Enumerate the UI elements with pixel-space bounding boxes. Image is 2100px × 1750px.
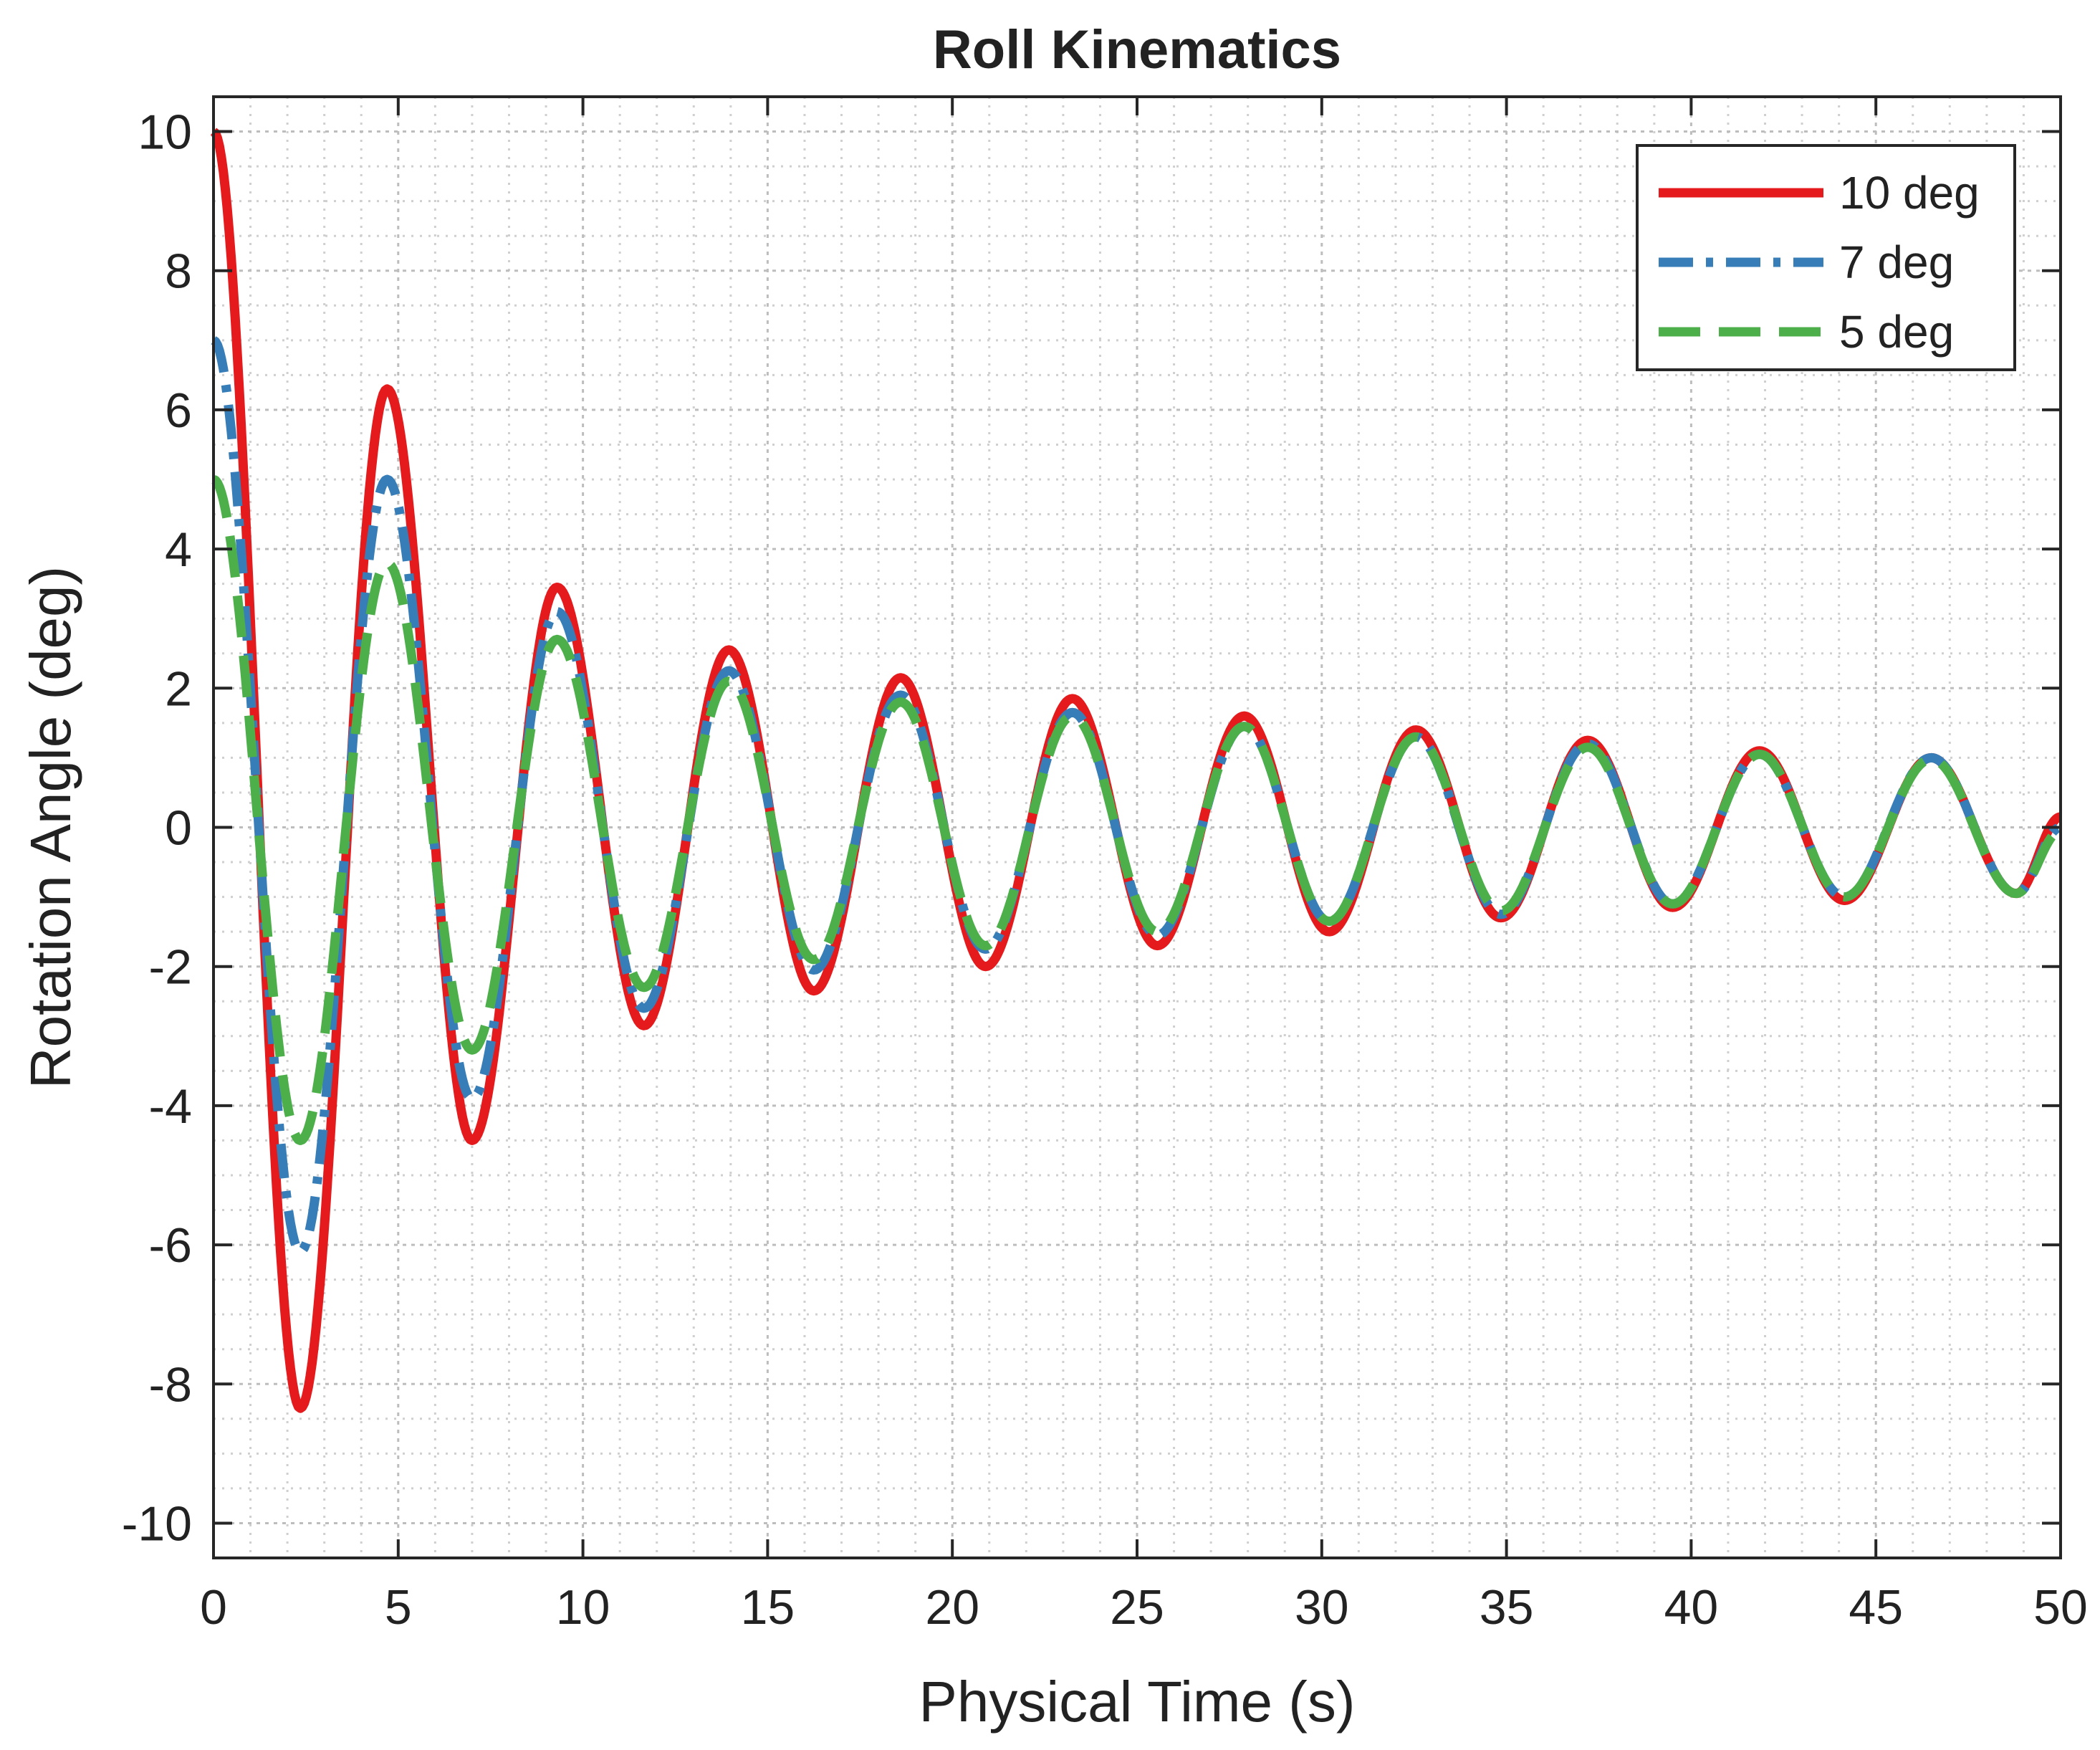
chart-title: Roll Kinematics [933, 19, 1341, 80]
y-tick-label: 8 [165, 244, 192, 299]
y-tick-label: 2 [165, 661, 192, 716]
x-tick-label: 20 [925, 1580, 979, 1635]
x-tick-label: 15 [741, 1580, 795, 1635]
y-tick-label: -6 [149, 1218, 192, 1273]
legend-label-2: 5 deg [1839, 306, 1954, 358]
y-tick-labels: 10 8 6 4 2 0 -2 -4 -6 -8 -10 [122, 105, 192, 1551]
legend-items: 10 deg 7 deg 5 deg [1659, 167, 1980, 358]
x-tick-label: 40 [1664, 1580, 1719, 1635]
y-tick-label: -8 [149, 1357, 192, 1412]
x-axis-label: Physical Time (s) [919, 1670, 1356, 1734]
minor-grid [214, 97, 2061, 1558]
x-tick-label: 50 [2033, 1580, 2088, 1635]
y-axis-label: Rotation Angle (deg) [19, 566, 82, 1089]
y-tick-label: -2 [149, 940, 192, 995]
x-tick-label: 0 [200, 1580, 227, 1635]
legend-label-0: 10 deg [1839, 167, 1980, 219]
y-tick-label: 4 [165, 522, 192, 577]
series-line-2 [211, 475, 2065, 1145]
y-tick-label: 6 [165, 383, 192, 438]
series-layer [210, 128, 2065, 1413]
x-tick-label: 10 [556, 1580, 610, 1635]
y-tick-label: -10 [122, 1496, 192, 1551]
legend-label-1: 7 deg [1839, 236, 1954, 288]
legend: 10 deg 7 deg 5 deg [1636, 144, 2016, 371]
x-tick-labels: 0 5 10 15 20 25 30 35 40 45 50 [200, 1580, 2088, 1635]
x-tick-label: 30 [1295, 1580, 1349, 1635]
y-tick-label: -4 [149, 1079, 192, 1134]
x-tick-label: 25 [1110, 1580, 1164, 1635]
x-tick-label: 5 [385, 1580, 412, 1635]
y-tick-label: 0 [165, 801, 192, 856]
x-tick-label: 45 [1849, 1580, 1903, 1635]
x-tick-label: 35 [1480, 1580, 1534, 1635]
major-grid [212, 97, 2062, 1558]
y-tick-label: 10 [138, 105, 192, 160]
tick-marks [212, 97, 2062, 1558]
